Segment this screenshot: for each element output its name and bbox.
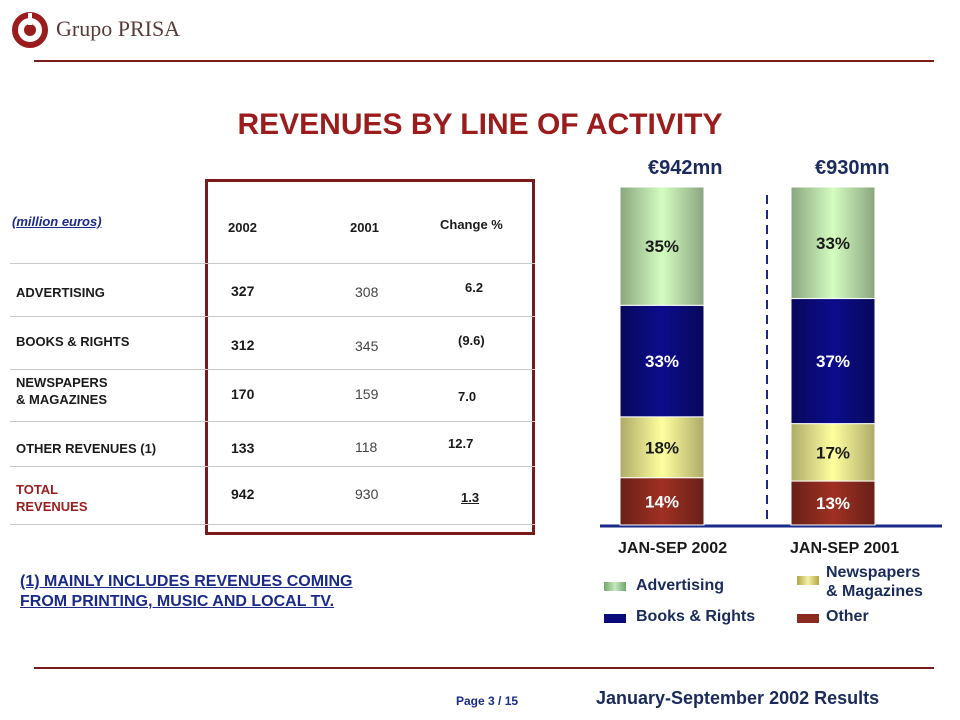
category-label-2002: JAN-SEP 2002 bbox=[618, 540, 728, 557]
row-divider bbox=[10, 316, 535, 317]
units-label: (million euros) bbox=[12, 214, 102, 229]
col-change-header: Change % bbox=[440, 217, 503, 232]
value-2001-books-rights: 345 bbox=[355, 338, 379, 354]
row-divider bbox=[10, 466, 535, 467]
header-rule bbox=[34, 60, 934, 62]
highlight-frame bbox=[205, 179, 535, 535]
row-label-books-rights: BOOKS & RIGHTS bbox=[16, 334, 130, 349]
logo-text: Grupo PRISA bbox=[56, 16, 181, 41]
col-2002-header: 2002 bbox=[228, 220, 257, 235]
legend-label-books: Books & Rights bbox=[636, 608, 756, 625]
footer-title: January-September 2002 Results bbox=[596, 688, 880, 708]
data-label-advertising-2002: 35% bbox=[645, 237, 679, 256]
data-label-newspapers-magazines-2001: 17% bbox=[816, 443, 850, 462]
data-label-advertising-2001: 33% bbox=[816, 234, 850, 253]
change-advertising: 6.2 bbox=[465, 280, 484, 295]
legend-label-other: Other bbox=[826, 608, 869, 625]
row-divider bbox=[10, 421, 535, 422]
value-2002-advertising: 327 bbox=[231, 283, 255, 299]
value-2001-advertising: 308 bbox=[355, 284, 379, 300]
stacked-bar-chart: 14% 18% 33% 35% 13% 17% 37% 33% bbox=[600, 186, 942, 528]
data-label-other-2002: 14% bbox=[645, 492, 679, 511]
legend-label-newspapers: Newspapers & Magazines bbox=[826, 564, 923, 600]
value-2002-newspapers: 170 bbox=[231, 386, 255, 402]
col-2001-header: 2001 bbox=[350, 220, 379, 235]
footer-rule bbox=[34, 667, 934, 669]
category-label-2001: JAN-SEP 2001 bbox=[790, 540, 900, 557]
legend-swatch-books bbox=[604, 614, 626, 623]
change-total: 1.3 bbox=[461, 490, 480, 505]
change-books-rights: (9.6) bbox=[458, 333, 485, 348]
value-2001-newspapers: 159 bbox=[355, 386, 379, 402]
total-label-2002: €942mn bbox=[648, 157, 723, 179]
bar-segment-advertising-2002 bbox=[619, 186, 705, 306]
row-divider bbox=[10, 263, 535, 264]
data-label-newspapers-magazines-2002: 18% bbox=[645, 438, 679, 457]
bar-segment-other-2001 bbox=[790, 480, 876, 526]
value-2002-books-rights: 312 bbox=[231, 337, 255, 353]
value-2002-other: 133 bbox=[231, 440, 255, 456]
change-newspapers: 7.0 bbox=[458, 389, 477, 404]
legend-label-advertising: Advertising bbox=[636, 577, 725, 594]
row-label-total: TOTAL REVENUES bbox=[16, 482, 88, 514]
legend-swatch-other bbox=[797, 614, 819, 623]
value-2001-total: 930 bbox=[355, 486, 379, 502]
footnote: (1) MAINLY INCLUDES REVENUES COMING FROM… bbox=[20, 573, 353, 610]
row-divider bbox=[10, 524, 535, 525]
page-number: Page 3 / 15 bbox=[456, 694, 519, 708]
bar-segment-newspapers-magazines-2001 bbox=[790, 423, 876, 482]
data-label-books-rights-2001: 37% bbox=[816, 352, 850, 371]
value-2001-other: 118 bbox=[355, 439, 378, 455]
prisa-logo-icon bbox=[12, 12, 48, 48]
total-label-2001: €930mn bbox=[815, 157, 890, 179]
page-title: REVENUES BY LINE OF ACTIVITY bbox=[237, 108, 723, 141]
value-2002-total: 942 bbox=[231, 486, 255, 502]
change-other: 12.7 bbox=[448, 436, 474, 451]
data-label-books-rights-2002: 33% bbox=[645, 352, 679, 371]
row-label-newspapers: NEWSPAPERS & MAGAZINES bbox=[16, 375, 108, 407]
bar-segment-advertising-2001 bbox=[790, 186, 876, 300]
bar-segment-books-rights-2001 bbox=[790, 298, 876, 425]
legend-swatch-newspapers bbox=[797, 576, 819, 585]
row-label-advertising: ADVERTISING bbox=[16, 285, 105, 300]
bar-segment-books-rights-2002 bbox=[619, 304, 705, 418]
bar-segment-other-2002 bbox=[619, 477, 705, 526]
row-label-other: OTHER REVENUES (1) bbox=[16, 441, 157, 456]
data-label-other-2001: 13% bbox=[816, 494, 850, 513]
legend-swatch-advertising bbox=[604, 582, 626, 591]
row-divider bbox=[10, 369, 535, 370]
